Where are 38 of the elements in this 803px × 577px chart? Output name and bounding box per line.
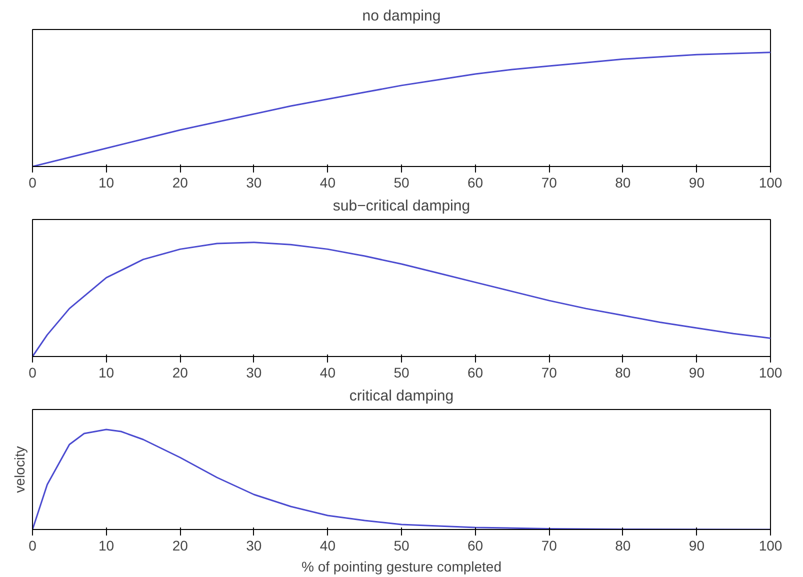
x-tick-label: 20 <box>172 538 188 554</box>
x-tick-label: 30 <box>246 538 262 554</box>
x-tick-label: 90 <box>688 364 705 380</box>
x-tick-label: 70 <box>541 538 558 554</box>
x-tick-label: 30 <box>246 174 262 190</box>
x-tick-label: 10 <box>98 364 114 380</box>
x-tick-label: 60 <box>468 538 484 554</box>
x-axis-title: % of pointing gesture completed <box>301 558 502 574</box>
x-tick-label: 80 <box>615 364 631 380</box>
x-tick-label: 60 <box>468 174 484 190</box>
x-tick-label: 40 <box>320 538 336 554</box>
x-tick-label: 40 <box>320 364 336 380</box>
chart-title: no damping <box>362 8 441 24</box>
x-tick-label: 50 <box>394 364 410 380</box>
x-tick-label: 10 <box>98 174 114 190</box>
x-tick-label: 80 <box>615 174 631 190</box>
x-tick-label: 30 <box>246 364 262 380</box>
chart-title: sub−critical damping <box>332 198 470 214</box>
x-tick-label: 100 <box>758 364 782 380</box>
x-tick-label: 60 <box>468 364 484 380</box>
x-tick-label: 80 <box>615 538 631 554</box>
x-tick-label: 100 <box>758 538 782 554</box>
x-tick-label: 100 <box>758 174 782 190</box>
x-tick-label: 70 <box>541 364 558 380</box>
x-tick-label: 0 <box>28 538 37 554</box>
x-tick-label: 90 <box>688 174 705 190</box>
x-tick-label: 10 <box>98 538 114 554</box>
x-tick-label: 40 <box>320 174 336 190</box>
x-tick-label: 20 <box>172 174 188 190</box>
x-tick-label: 90 <box>688 538 705 554</box>
chart-title: critical damping <box>349 388 454 404</box>
x-tick-label: 0 <box>28 174 37 190</box>
y-axis-title: velocity <box>12 446 28 493</box>
x-tick-label: 0 <box>28 364 37 380</box>
x-tick-label: 50 <box>394 174 410 190</box>
x-tick-label: 70 <box>541 174 558 190</box>
x-tick-label: 50 <box>394 538 410 554</box>
x-tick-label: 20 <box>172 364 188 380</box>
